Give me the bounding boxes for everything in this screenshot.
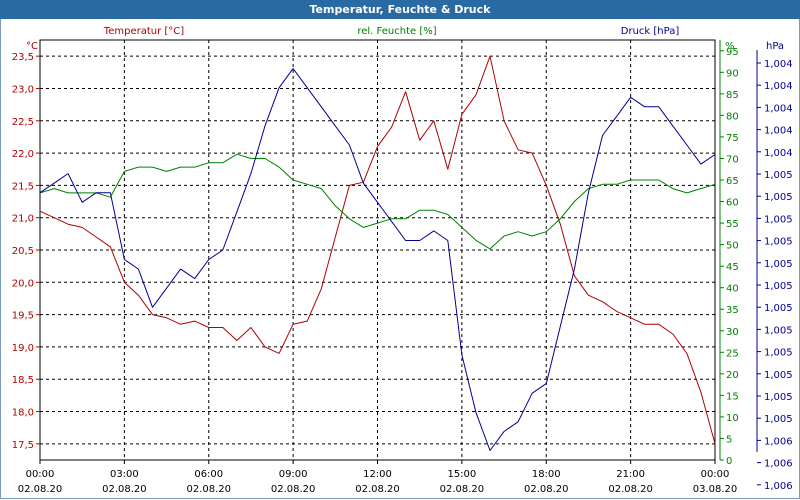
tick-label-pressure: 1,005 [764,237,793,248]
tick-label-pressure: 1,005 [764,414,793,425]
tick-label-pressure: 1,005 [764,259,793,270]
tick-label-temperature: 21,0 [12,214,34,225]
tick-label-pressure: 1,004 [764,59,793,70]
tick-label-temperature: 21,5 [12,181,34,192]
tick-label-pressure: 1,006 [764,459,793,470]
tick-label-pressure: 1,005 [764,348,793,359]
tick-label-humidity: 70 [726,154,739,165]
series-line-pressure [39,68,716,451]
tick-label-time: 18:00 [532,469,561,480]
tick-label-pressure: 1,004 [764,103,793,114]
tick-label-humidity: 50 [726,241,739,252]
tick-label-humidity: 0 [726,456,732,467]
tick-label-time: 03:00 [110,469,139,480]
tick-label-date: 02.08.20 [440,484,485,495]
tick-label-pressure: 1,006 [764,436,793,447]
tick-label-temperature: 18,0 [12,408,34,419]
tick-label-time: 12:00 [363,469,392,480]
tick-label-humidity: 20 [726,370,739,381]
tick-label-temperature: 19,5 [12,311,34,322]
tick-label-temperature: 18,5 [12,375,34,386]
unit-celsius: °C [26,41,38,52]
tick-label-pressure: 1,004 [764,148,793,159]
grid-lines [39,39,716,461]
tick-label-humidity: 5 [726,434,732,445]
tick-label-temperature: 23,0 [12,84,34,95]
tick-label-humidity: 90 [726,68,739,79]
tick-label-pressure: 1,004 [764,81,793,92]
series-line-temperature [39,55,716,444]
axis-ticks: 17,5 18,0 18,5 19,0 19,5 20,0 20,5 21,0 21,5 22,0… [12,40,793,495]
axis-label-temperature: Temperatur [°C] [103,26,184,37]
tick-label-pressure: 1,005 [764,392,793,403]
tick-label-humidity: 25 [726,348,739,359]
tick-label-time: 06:00 [194,469,223,480]
tick-label-humidity: 75 [726,133,739,144]
tick-label-time: 09:00 [279,469,308,480]
tick-label-humidity: 10 [726,413,739,424]
tick-label-humidity: 85 [726,90,739,101]
unit-hpa: hPa [766,41,784,52]
tick-label-humidity: 35 [726,305,739,316]
tick-label-time: 00:00 [701,469,730,480]
tick-label-date: 02.08.20 [102,484,147,495]
tick-label-humidity: 55 [726,219,739,230]
axis-label-humidity: rel. Feuchte [%] [357,26,436,37]
tick-label-pressure: 1,005 [764,214,793,225]
tick-label-pressure: 1,005 [764,303,793,314]
tick-label-pressure: 1,005 [764,170,793,181]
tick-label-date: 02.08.20 [524,484,569,495]
tick-label-pressure: 1,005 [764,192,793,203]
tick-label-date: 02.08.20 [608,484,653,495]
tick-label-humidity: 40 [726,284,739,295]
tick-label-pressure: 1,005 [764,370,793,381]
tick-label-temperature: 23,5 [12,52,34,63]
tick-label-time: 00:00 [26,469,55,480]
tick-label-temperature: 20,5 [12,246,34,257]
tick-label-date: 02.08.20 [186,484,231,495]
tick-label-pressure: 1,006 [764,481,793,492]
series-line-humidity [39,153,716,250]
tick-label-date: 02.08.20 [18,484,63,495]
tick-label-pressure: 1,004 [764,126,793,137]
tick-label-humidity: 80 [726,111,739,122]
tick-label-pressure: 1,005 [764,325,793,336]
tick-label-date: 03.08.20 [693,484,738,495]
tick-label-humidity: 45 [726,262,739,273]
tick-label-temperature: 20,0 [12,278,34,289]
tick-label-date: 02.08.20 [355,484,400,495]
tick-label-time: 15:00 [447,469,476,480]
tick-label-humidity: 15 [726,391,739,402]
tick-label-humidity: 65 [726,176,739,187]
unit-percent: % [725,41,735,52]
tick-label-temperature: 22,0 [12,149,34,160]
tick-label-temperature: 17,5 [12,440,34,451]
axis-label-pressure: Druck [hPa] [621,26,680,37]
tick-label-humidity: 95 [726,47,739,58]
series-lines [39,55,716,451]
tick-label-humidity: 60 [726,198,739,209]
window-title: Temperatur, Feuchte & Druck [0,0,800,19]
tick-label-temperature: 22,5 [12,117,34,128]
tick-label-time: 21:00 [616,469,645,480]
tick-label-pressure: 1,005 [764,281,793,292]
tick-label-temperature: 19,0 [12,343,34,354]
tick-label-date: 02.08.20 [271,484,316,495]
tick-label-humidity: 30 [726,327,739,338]
